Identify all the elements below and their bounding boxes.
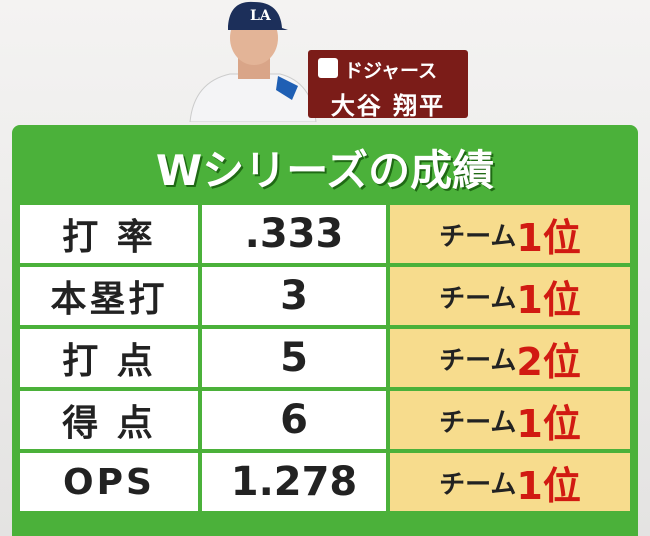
row-label: OPS bbox=[20, 453, 198, 511]
rank-prefix: チーム bbox=[439, 345, 517, 376]
panel-title: Wシリーズの成績 bbox=[155, 146, 495, 195]
row-value: 3 bbox=[202, 267, 386, 325]
svg-text:LA: LA bbox=[250, 8, 272, 24]
rank-number: 1位 bbox=[516, 277, 581, 322]
stats-panel: Wシリーズの成績 打 率 .333 チーム 1位 本塁打 3 チーム 1位打 点 5 チーム 2位得… bbox=[12, 125, 638, 536]
row-rank: チーム 1位 bbox=[390, 391, 630, 449]
rank-number: 2位 bbox=[516, 339, 581, 384]
team-name: ドジャース bbox=[344, 60, 438, 82]
rank-number: 1位 bbox=[516, 215, 581, 260]
row-value: .333 bbox=[202, 205, 386, 263]
rank-prefix: チーム bbox=[439, 469, 517, 500]
row-rank: チーム 1位 bbox=[390, 453, 630, 511]
name-box: ドジャース 大谷 翔平 bbox=[308, 50, 468, 120]
rank-number: 1位 bbox=[516, 463, 581, 508]
row-label: 得 点 bbox=[20, 391, 198, 449]
row-rank: チーム 1位 bbox=[390, 205, 630, 263]
player-name: 大谷 翔平 bbox=[330, 92, 446, 120]
row-value: 5 bbox=[202, 329, 386, 387]
rank-prefix: チーム bbox=[439, 221, 517, 252]
row-value: 1.278 bbox=[202, 453, 386, 511]
rank-number: 1位 bbox=[516, 401, 581, 446]
player-photo: LA bbox=[189, 1, 317, 122]
row-label: 打 点 bbox=[20, 329, 198, 387]
row-rank: チーム 2位 bbox=[390, 329, 630, 387]
row-label: 本塁打 bbox=[20, 267, 198, 325]
row-rank: チーム 1位 bbox=[390, 267, 630, 325]
row-value: 6 bbox=[202, 391, 386, 449]
rank-prefix: チーム bbox=[439, 407, 517, 438]
rank-prefix: チーム bbox=[439, 283, 517, 314]
team-logo bbox=[318, 58, 338, 78]
row-label: 打 率 bbox=[20, 205, 198, 263]
